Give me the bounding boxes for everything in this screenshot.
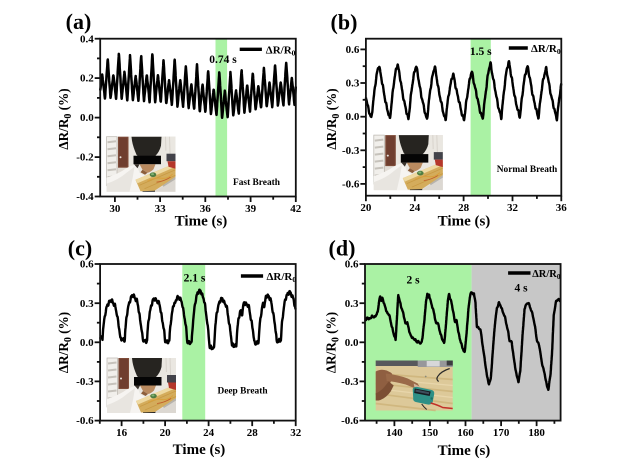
svg-text:ΔR/R0 (%): ΔR/R0 (%) (56, 88, 74, 149)
svg-text:170: 170 (493, 427, 510, 439)
svg-text:0.0: 0.0 (345, 337, 359, 349)
svg-text:-0.6: -0.6 (76, 415, 94, 427)
svg-text:36: 36 (556, 202, 568, 214)
svg-text:-0.3: -0.3 (341, 376, 359, 388)
svg-text:(d): (d) (329, 236, 356, 261)
svg-text:1.5 s: 1.5 s (470, 46, 492, 58)
svg-text:30: 30 (109, 203, 121, 215)
svg-text:0.0: 0.0 (80, 112, 94, 124)
svg-text:180: 180 (528, 427, 545, 439)
svg-text:0.74 s: 0.74 s (209, 54, 237, 66)
svg-text:42: 42 (290, 203, 302, 215)
svg-text:ΔR/R0: ΔR/R0 (267, 271, 297, 284)
svg-text:39: 39 (245, 203, 257, 215)
svg-text:0.4: 0.4 (80, 33, 94, 45)
svg-text:Time (s): Time (s) (438, 443, 491, 459)
svg-text:0.6: 0.6 (345, 259, 359, 271)
svg-text:Fast Breath: Fast Breath (233, 178, 281, 188)
svg-text:ΔR/R0: ΔR/R0 (532, 269, 561, 281)
svg-text:-0.6: -0.6 (342, 179, 360, 191)
svg-text:(b): (b) (331, 10, 358, 35)
svg-text:4 s: 4 s (514, 283, 528, 295)
svg-text:Deep Breath: Deep Breath (217, 386, 268, 396)
svg-text:-0.2: -0.2 (76, 152, 94, 164)
svg-text:24: 24 (203, 427, 215, 439)
svg-text:Time (s): Time (s) (173, 442, 226, 458)
svg-text:0.3: 0.3 (80, 298, 94, 310)
svg-text:ΔR/R0 (%): ΔR/R0 (%) (324, 88, 342, 149)
svg-text:-0.4: -0.4 (76, 191, 94, 203)
svg-text:0.2: 0.2 (80, 73, 94, 85)
svg-text:(c): (c) (68, 236, 92, 261)
svg-text:160: 160 (457, 427, 474, 439)
svg-text:2 s: 2 s (406, 275, 420, 287)
svg-text:-0.6: -0.6 (341, 415, 359, 427)
svg-text:0.3: 0.3 (345, 298, 359, 310)
svg-text:32: 32 (507, 202, 519, 214)
svg-text:33: 33 (155, 203, 167, 215)
svg-text:2.1 s: 2.1 s (184, 273, 206, 285)
svg-text:28: 28 (247, 427, 259, 439)
svg-text:32: 32 (290, 427, 302, 439)
svg-text:24: 24 (409, 202, 421, 214)
svg-text:0.3: 0.3 (346, 78, 360, 90)
svg-text:0.0: 0.0 (80, 337, 94, 349)
svg-text:20: 20 (160, 427, 172, 439)
svg-text:-0.3: -0.3 (342, 145, 360, 157)
svg-text:ΔR/R0: ΔR/R0 (531, 43, 561, 56)
svg-text:(a): (a) (66, 9, 92, 34)
svg-text:36: 36 (200, 203, 212, 215)
svg-text:ΔR/R0 (%): ΔR/R0 (%) (56, 312, 74, 373)
svg-text:20: 20 (360, 202, 372, 214)
svg-text:0.0: 0.0 (346, 111, 360, 123)
svg-text:150: 150 (422, 427, 439, 439)
svg-text:16: 16 (116, 427, 128, 439)
svg-text:0.6: 0.6 (80, 259, 94, 271)
svg-text:0.6: 0.6 (346, 44, 360, 56)
svg-text:140: 140 (386, 427, 403, 439)
svg-text:Time (s): Time (s) (438, 214, 491, 230)
svg-text:28: 28 (458, 202, 470, 214)
svg-text:-0.3: -0.3 (76, 376, 94, 388)
svg-text:Normal Breath: Normal Breath (497, 165, 558, 175)
svg-text:ΔR/R0 (%): ΔR/R0 (%) (324, 312, 342, 373)
svg-text:ΔR/R0: ΔR/R0 (266, 44, 296, 57)
svg-text:Time (s): Time (s) (175, 214, 228, 230)
